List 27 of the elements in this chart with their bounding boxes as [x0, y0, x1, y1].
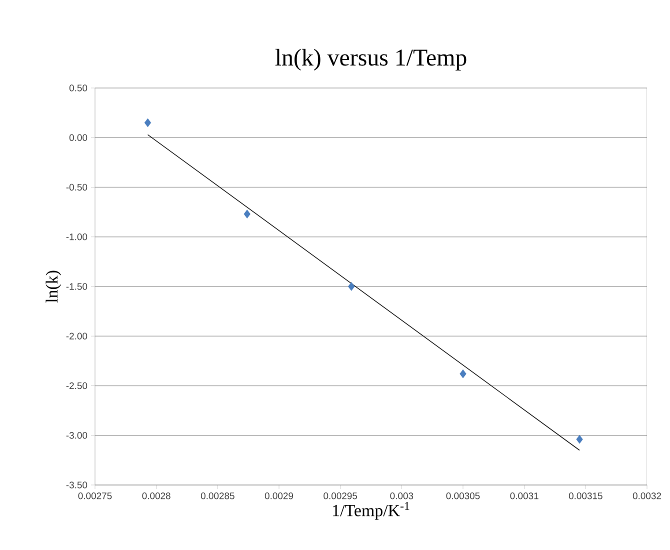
y-tick-label: 0.00	[69, 134, 88, 141]
x-tick-label: 0.00305	[446, 492, 480, 500]
x-axis-title: 1/Temp/K$^{-1}$	[333, 502, 410, 520]
x-tick-label: 0.0029	[264, 492, 294, 500]
y-tick-label: 0.50	[69, 84, 88, 92]
x-tick-label: 0.003	[390, 492, 414, 500]
x-tick-label: 0.00285	[200, 492, 234, 500]
y-tick-label: -0.50	[66, 184, 88, 191]
y-tick-label: -1.00	[66, 234, 88, 240]
y-tick-label: -3.00	[66, 432, 88, 439]
y-tick-label: -2.50	[66, 382, 88, 390]
y-axis-title: ln(k)	[46, 270, 62, 303]
y-tick-label: -1.50	[66, 283, 88, 290]
y-tick-label: -2.00	[66, 332, 88, 340]
x-tick-label: 0.0028	[142, 492, 170, 500]
x-tick-label: 0.0031	[510, 492, 538, 500]
point	[244, 210, 250, 218]
point	[576, 434, 583, 444]
y-tick-label: -3.50	[66, 482, 88, 488]
chart-title: ln(k) versus 1/Temp	[275, 48, 466, 71]
point	[348, 282, 355, 291]
x-tick-label: 0.00295	[324, 492, 358, 500]
x-tick-label: 0.0032	[632, 492, 662, 500]
point	[460, 369, 466, 378]
x-tick-label: 0.00275	[78, 492, 112, 500]
x-tick-label: 0.00315	[568, 492, 602, 500]
point	[144, 118, 152, 128]
